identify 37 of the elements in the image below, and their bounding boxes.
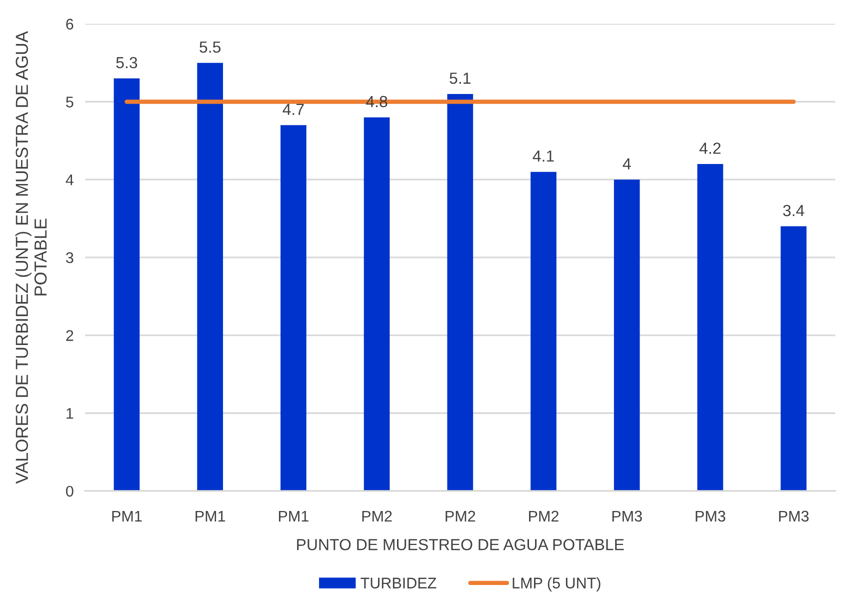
x-tick-label: PM3 — [779, 510, 809, 522]
data-label: 5.3 — [116, 56, 138, 68]
data-label: 5.5 — [200, 42, 221, 53]
data-label: 4.1 — [532, 150, 554, 162]
x-tick-label: PM2 — [446, 510, 476, 522]
bar — [280, 125, 306, 491]
bar — [197, 62, 223, 491]
x-tick-label: PM1 — [112, 510, 142, 522]
y-tick-label: 4 — [66, 174, 74, 186]
data-label: 4.2 — [699, 142, 721, 154]
x-tick-label: PM1 — [196, 510, 226, 522]
y-tick-label: 3 — [66, 252, 74, 264]
y-tick-label: 2 — [66, 330, 74, 341]
data-label: 5.1 — [450, 72, 470, 84]
bar — [364, 117, 390, 491]
data-label: 4.7 — [282, 104, 304, 115]
x-tick-label: PM3 — [612, 510, 642, 522]
y-tick-label: 0 — [66, 486, 74, 497]
x-tick-label: PM2 — [362, 510, 392, 522]
y-tick-label: 1 — [66, 408, 74, 419]
legend-label: TURBIDEZ — [360, 578, 436, 588]
bar — [530, 172, 556, 491]
y-tick-label: 5 — [66, 96, 74, 108]
bar — [697, 164, 724, 491]
x-axis-title: PUNTO DE MUESTREO DE AGUA POTABLE — [297, 538, 624, 550]
legend-label: LMP (5 UNT) — [512, 577, 600, 592]
bar — [447, 94, 474, 491]
data-label: 4 — [622, 158, 631, 170]
x-tick-label: PM3 — [696, 510, 726, 522]
y-tick-label: 6 — [66, 18, 74, 30]
bar — [614, 180, 640, 491]
bar — [780, 226, 807, 491]
bar — [114, 78, 140, 491]
x-tick-label: PM2 — [529, 510, 558, 522]
y-axis-title: VALORES DE TURBIDEZ (UNT) EN MUESTRA DE AGUA POTABLE — [15, 31, 47, 484]
x-tick-label: PM1 — [278, 510, 308, 522]
data-label: 3.4 — [783, 204, 804, 216]
